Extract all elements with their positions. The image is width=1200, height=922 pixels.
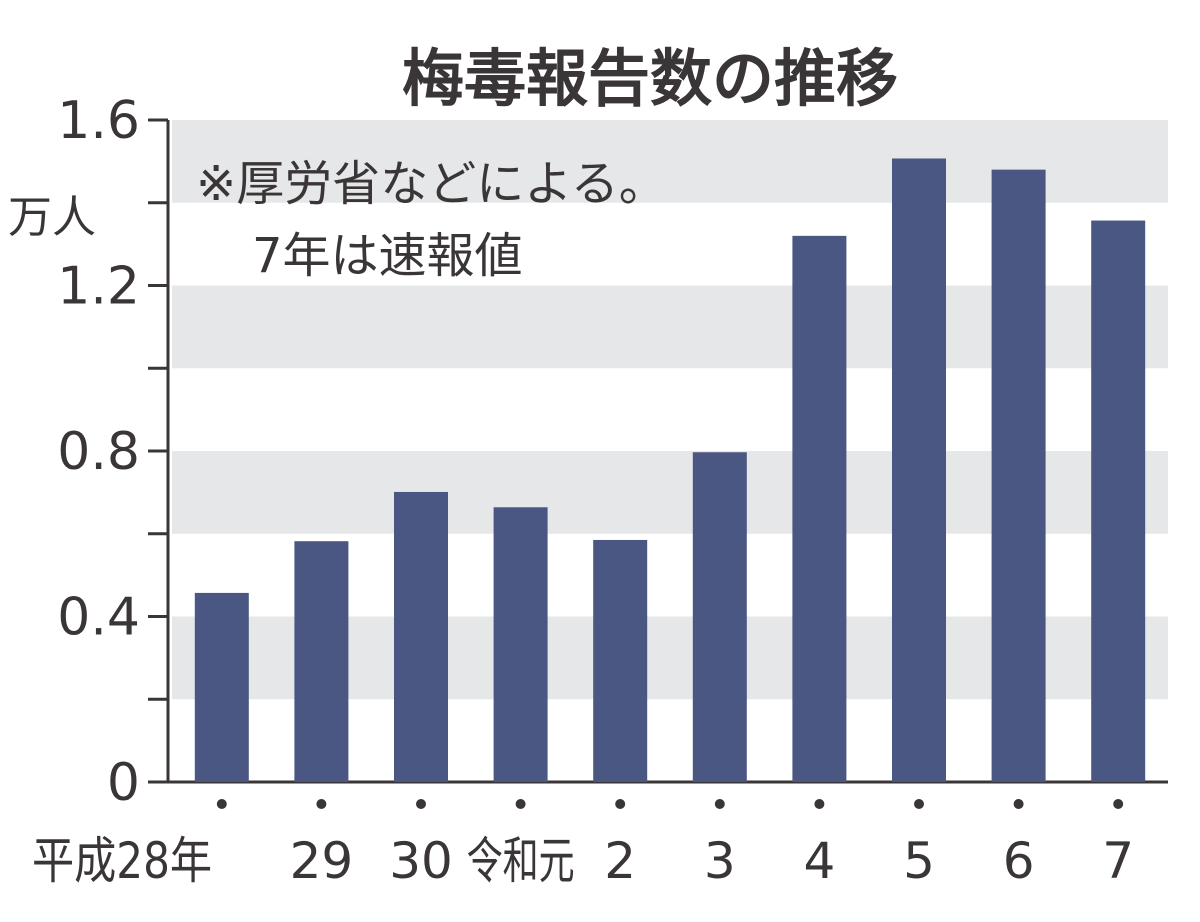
bar — [194, 592, 249, 782]
x-tick-label: 7 — [1102, 832, 1134, 890]
x-tick-label: 30 — [389, 832, 453, 890]
x-tick-dot — [1113, 799, 1124, 809]
x-tick-label: 29 — [290, 832, 354, 890]
x-tick-dot — [216, 799, 227, 809]
x-tick-dot — [1013, 799, 1024, 809]
y-tick-label: 0 — [107, 753, 140, 813]
bar — [792, 235, 847, 783]
y-tick-label: 0.8 — [57, 422, 140, 482]
x-tick-dot — [316, 799, 327, 809]
note-line-1: ※厚労省などによる。 — [196, 156, 667, 212]
x-tick-dot — [914, 799, 924, 809]
bar — [593, 539, 648, 782]
chart-title: 梅毒報告数の推移 — [402, 42, 898, 115]
bar — [991, 169, 1046, 782]
x-tick-dot — [615, 799, 626, 809]
bar — [493, 507, 548, 782]
x-tick-label: 平成28年 — [32, 832, 212, 890]
y-tick-label: 1.6 — [57, 91, 140, 151]
bar — [394, 491, 448, 782]
bar — [892, 158, 946, 782]
bar — [1091, 220, 1146, 782]
x-tick-label: 令和元 — [467, 832, 575, 890]
bars — [194, 158, 1146, 783]
y-unit-label: 万人 — [8, 192, 96, 243]
y-tick-label: 1.2 — [57, 257, 140, 317]
x-tick-label: 6 — [1003, 832, 1035, 890]
x-tick-label: 3 — [704, 832, 736, 890]
x-tick-dot — [416, 799, 426, 809]
x-tick-dot — [714, 799, 725, 809]
x-tick-label: 5 — [903, 832, 935, 890]
x-tick-label: 2 — [604, 832, 636, 890]
y-tick-labels: 0 0.4 0.8 1.2 1.6 — [57, 91, 140, 813]
x-tick-dot — [814, 799, 825, 809]
x-tick-label: 4 — [803, 832, 835, 890]
note-line-2: 7年は速報値 — [252, 228, 523, 284]
x-tick-dot — [515, 799, 526, 809]
bar — [294, 541, 349, 782]
x-tick-labels: 平成28年 29 30 令和元 2 3 4 5 6 7 — [32, 799, 1134, 890]
bar — [692, 452, 747, 782]
y-tick-label: 0.4 — [57, 588, 140, 648]
